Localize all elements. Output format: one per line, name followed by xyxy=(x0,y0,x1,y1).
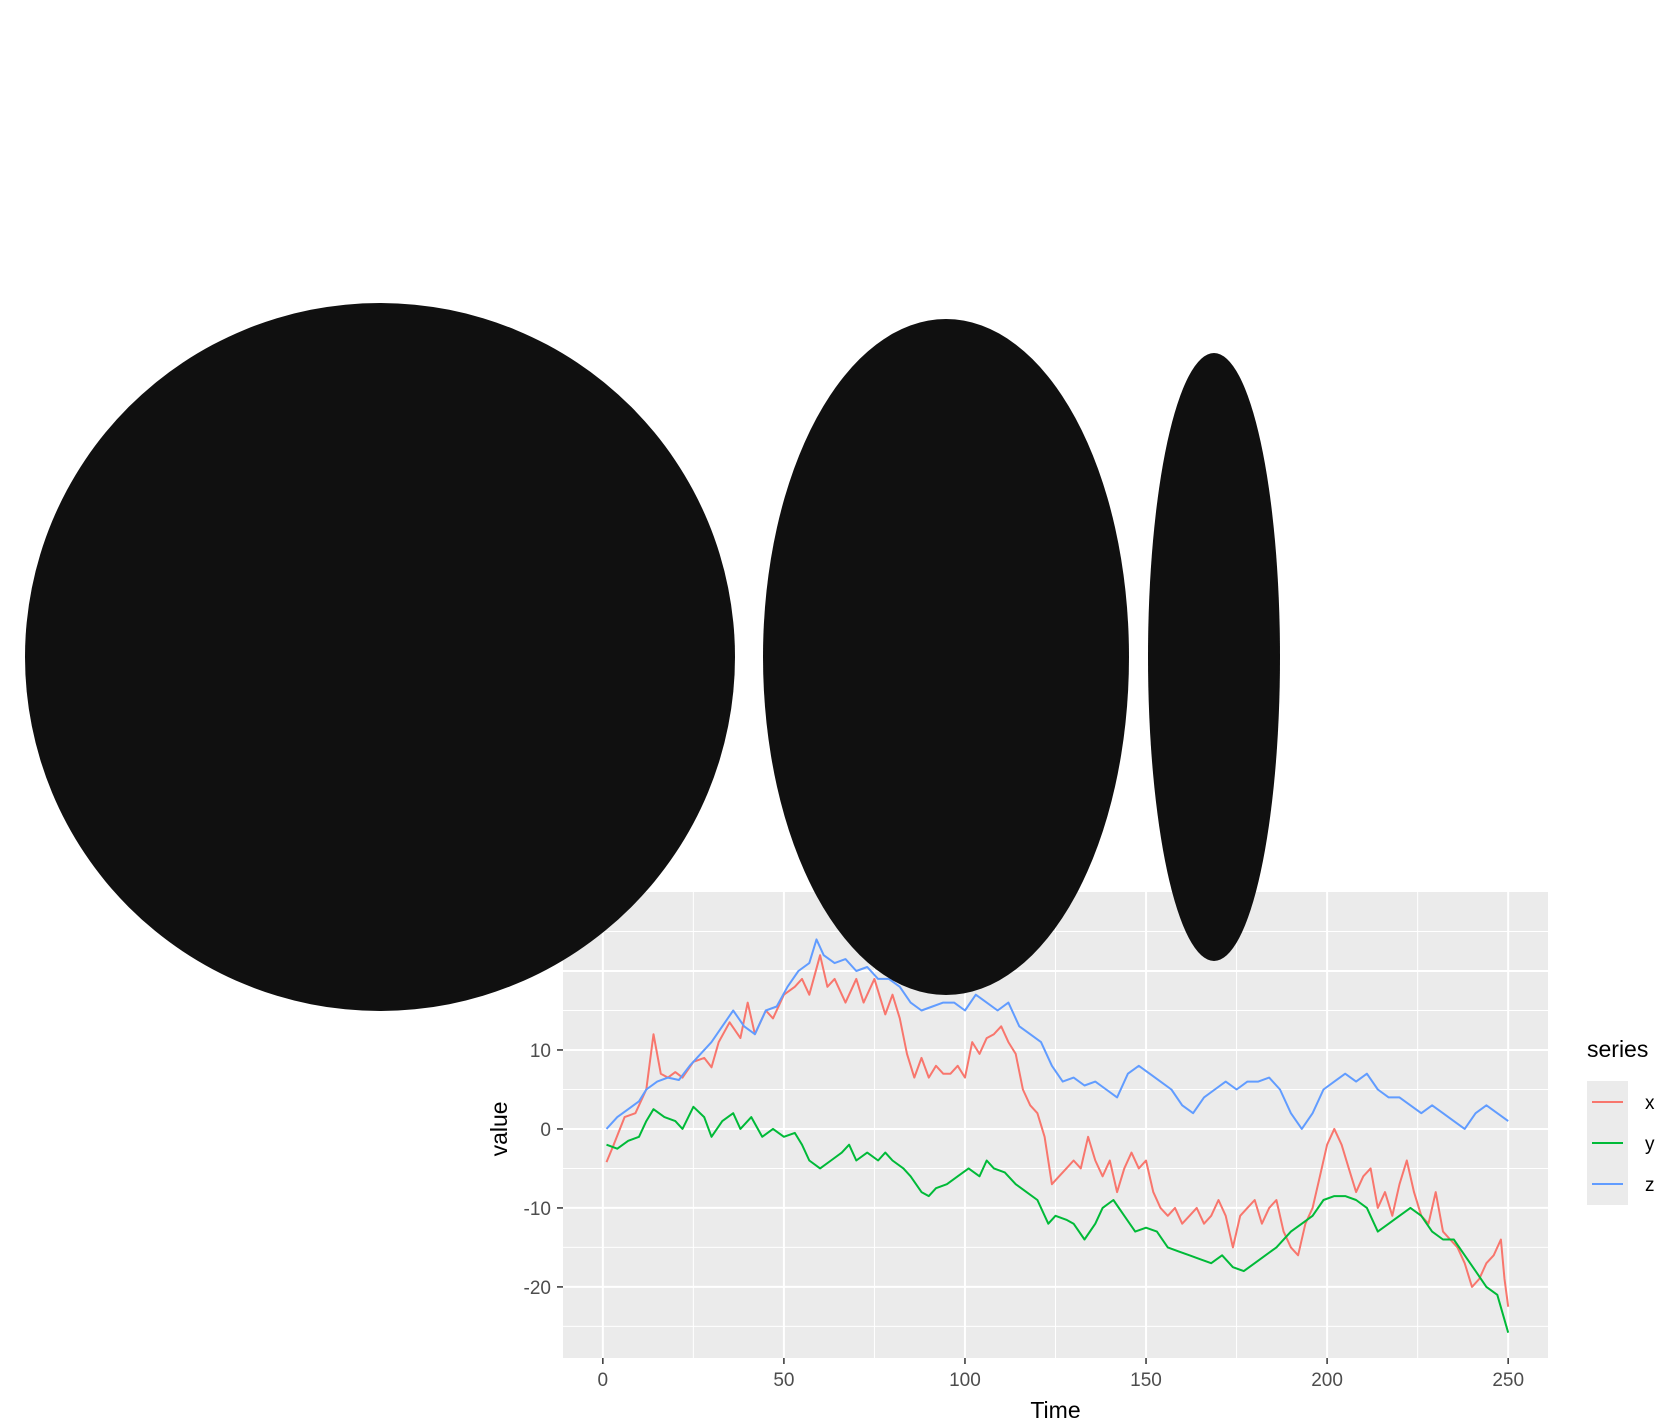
x-tick-label: 150 xyxy=(1130,1370,1162,1391)
x-tick-label: 100 xyxy=(949,1370,981,1391)
y-tick-label: -10 xyxy=(524,1199,551,1220)
y-tick-label: 10 xyxy=(530,1041,551,1062)
overlay-blob-small xyxy=(1148,353,1280,961)
legend-label-y: y xyxy=(1645,1134,1655,1155)
legend: series xyz xyxy=(1587,1036,1655,1205)
y-axis-title: value xyxy=(486,1101,512,1156)
legend-label-z: z xyxy=(1645,1175,1655,1196)
series-line-z xyxy=(605,938,1509,1130)
series-line-x xyxy=(605,954,1510,1307)
x-tick-label: 250 xyxy=(1492,1370,1524,1391)
overlay-blob-large xyxy=(25,303,735,1011)
x-tick-label: 50 xyxy=(773,1370,794,1391)
x-tick-label: 200 xyxy=(1311,1370,1343,1391)
x-axis-title: Time xyxy=(1030,1397,1080,1423)
overlay-blob-medium xyxy=(763,319,1129,995)
legend-title: series xyxy=(1587,1036,1648,1062)
y-tick-label: -20 xyxy=(524,1278,551,1299)
grid-lines xyxy=(563,892,1548,1358)
series-line-y xyxy=(606,1105,1510,1333)
legend-label-x: x xyxy=(1645,1093,1655,1114)
y-tick-label: 0 xyxy=(540,1120,551,1141)
overlay-blobs xyxy=(25,303,1280,1011)
x-tick-label: 0 xyxy=(598,1370,609,1391)
series-lines xyxy=(605,938,1510,1333)
